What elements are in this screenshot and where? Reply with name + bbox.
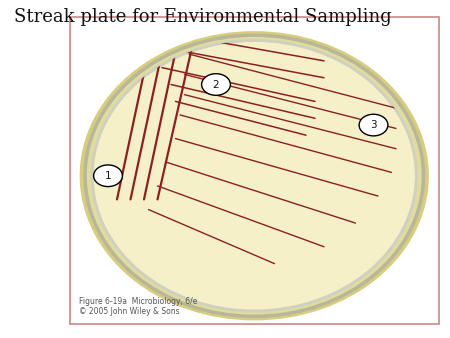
Ellipse shape xyxy=(85,35,423,316)
Text: 1: 1 xyxy=(105,171,111,181)
Circle shape xyxy=(359,114,388,136)
Text: 2: 2 xyxy=(213,79,219,90)
Text: 3: 3 xyxy=(370,120,377,130)
Circle shape xyxy=(202,74,230,95)
Text: Figure 6-19a  Microbiology, 6/e
© 2005 John Wiley & Sons: Figure 6-19a Microbiology, 6/e © 2005 Jo… xyxy=(79,297,197,316)
Text: Streak plate for Environmental Sampling: Streak plate for Environmental Sampling xyxy=(14,8,391,26)
Ellipse shape xyxy=(92,41,416,311)
Ellipse shape xyxy=(80,31,429,320)
Circle shape xyxy=(94,165,122,187)
Ellipse shape xyxy=(92,41,416,311)
Bar xyxy=(70,17,439,324)
